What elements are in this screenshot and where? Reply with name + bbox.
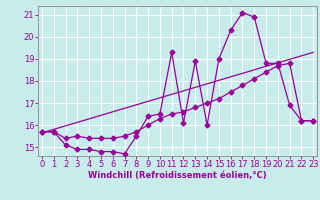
X-axis label: Windchill (Refroidissement éolien,°C): Windchill (Refroidissement éolien,°C) (88, 171, 267, 180)
